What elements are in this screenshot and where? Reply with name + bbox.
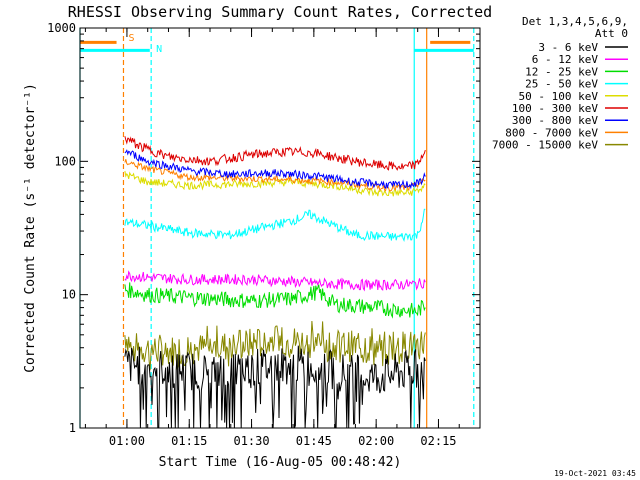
marker-label-n: N <box>156 44 162 55</box>
y-axis-label: Corrected Count Rate (s⁻¹ detector⁻¹) <box>23 83 38 373</box>
legend-label: 800 - 7000 keV <box>505 126 598 139</box>
series-line-7000-15000kev <box>124 320 426 371</box>
series-line-300-800kev <box>124 149 426 190</box>
legend-label: 6 - 12 keV <box>532 53 599 66</box>
legend-header-line-2: Att 0 <box>595 27 628 40</box>
legend-label: 300 - 800 keV <box>512 114 598 127</box>
legend-label: 7000 - 15000 keV <box>492 139 598 152</box>
y-tick-label: 1 <box>69 421 76 435</box>
y-tick-label: 100 <box>54 154 76 168</box>
legend-label: 25 - 50 keV <box>525 78 598 91</box>
series-line-100-300kev <box>124 136 426 171</box>
series-line-12-25kev <box>124 282 426 319</box>
series-line-25-50kev <box>124 208 426 242</box>
series-lines <box>124 136 426 429</box>
x-tick-label: 01:45 <box>296 434 332 448</box>
x-tick-label: 01:15 <box>171 434 207 448</box>
x-tick-label: 01:30 <box>233 434 269 448</box>
chart-title: RHESSI Observing Summary Count Rates, Co… <box>68 3 492 21</box>
series-line-3-6kev <box>124 345 426 429</box>
x-tick-label: 02:15 <box>420 434 456 448</box>
legend-label: 3 - 6 keV <box>538 41 598 54</box>
marker-label-s: S <box>128 33 134 44</box>
series-line-6-12kev <box>124 270 426 292</box>
y-tick-label: 1000 <box>47 21 76 35</box>
x-axis-label: Start Time (16-Aug-05 00:48:42) <box>159 455 402 470</box>
legend-header-line-1: Det 1,3,4,5,6,9, <box>522 15 628 28</box>
x-tick-label: 02:00 <box>358 434 394 448</box>
axes: 1 10 100 1000 01:00 01:15 01:30 01:45 02:00 02:15 <box>47 21 481 448</box>
x-tick-label: 01:00 <box>109 434 145 448</box>
plot-frame <box>79 27 481 429</box>
legend-label: 50 - 100 keV <box>519 90 599 103</box>
legend-label: 12 - 25 keV <box>525 65 598 78</box>
y-tick-label: 10 <box>62 288 76 302</box>
legend-label: 100 - 300 keV <box>512 102 598 115</box>
timestamp: 19-Oct-2021 03:45 <box>554 469 636 478</box>
